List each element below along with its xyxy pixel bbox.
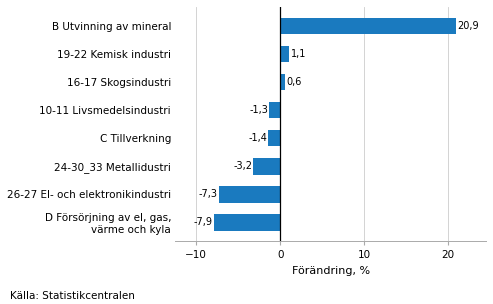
Text: -1,3: -1,3 bbox=[249, 105, 268, 115]
X-axis label: Förändring, %: Förändring, % bbox=[291, 266, 370, 276]
Text: 1,1: 1,1 bbox=[291, 49, 306, 59]
Bar bbox=[269, 130, 280, 147]
Text: -1,4: -1,4 bbox=[248, 133, 267, 143]
Bar bbox=[219, 186, 280, 202]
Bar bbox=[269, 102, 280, 119]
Text: -7,3: -7,3 bbox=[199, 189, 217, 199]
Text: -3,2: -3,2 bbox=[233, 161, 252, 171]
Text: 20,9: 20,9 bbox=[457, 21, 479, 31]
Text: -7,9: -7,9 bbox=[194, 217, 212, 227]
Bar bbox=[280, 46, 289, 62]
Bar bbox=[214, 214, 280, 230]
Text: 0,6: 0,6 bbox=[286, 77, 302, 87]
Bar bbox=[253, 158, 280, 174]
Text: Källa: Statistikcentralen: Källa: Statistikcentralen bbox=[10, 291, 135, 301]
Bar bbox=[280, 74, 285, 91]
Bar bbox=[280, 18, 456, 34]
